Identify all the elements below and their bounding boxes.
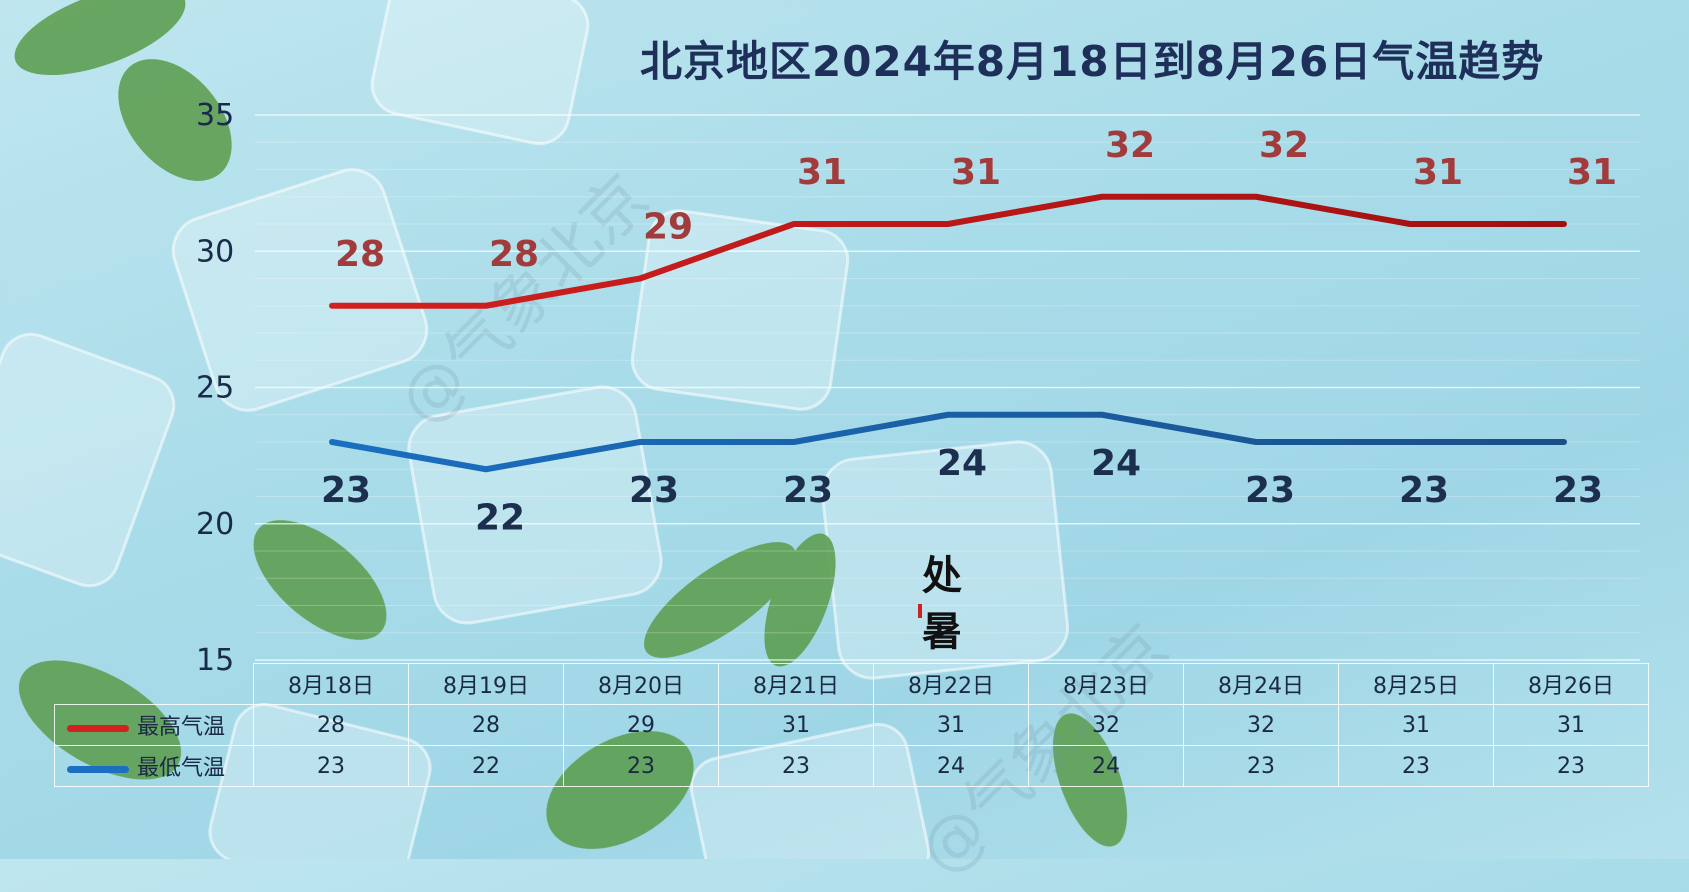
legend-label-low: 最低气温 bbox=[137, 756, 226, 781]
data-label-low: 23 bbox=[1245, 470, 1295, 511]
data-label-high: 28 bbox=[335, 234, 385, 275]
data-label-high: 32 bbox=[1259, 125, 1309, 166]
data-label-high: 31 bbox=[797, 152, 847, 193]
solar-term-char: 暑 bbox=[922, 608, 962, 655]
table-cell: 31 bbox=[1338, 704, 1494, 746]
data-labels: 28 28 29 31 31 32 32 31 31 23 22 23 23 24 24 23 23 23 bbox=[321, 125, 1617, 539]
table-cell: 23 bbox=[563, 745, 719, 787]
table-header-cell: 8月24日 bbox=[1183, 663, 1339, 705]
seal-mark bbox=[918, 604, 922, 618]
data-label-low: 23 bbox=[629, 470, 679, 511]
data-label-high: 31 bbox=[1413, 152, 1463, 193]
table-corner bbox=[54, 663, 254, 705]
data-label-high: 29 bbox=[643, 207, 693, 248]
legend-label-high: 最高气温 bbox=[137, 715, 226, 740]
data-label-low: 23 bbox=[321, 470, 371, 511]
table-cell: 23 bbox=[1338, 745, 1494, 787]
table-header-cell: 8月26日 bbox=[1493, 663, 1649, 705]
table-cell: 24 bbox=[873, 745, 1029, 787]
table-cell: 23 bbox=[253, 745, 409, 787]
y-tick-label: 35 bbox=[196, 98, 234, 133]
table-cell: 23 bbox=[1493, 745, 1649, 787]
data-table: 8月18日 8月19日 8月20日 8月21日 8月22日 8月23日 8月24… bbox=[54, 663, 1649, 787]
table-cell: 31 bbox=[1493, 704, 1649, 746]
data-label-low: 24 bbox=[937, 443, 987, 484]
series-line-low bbox=[329, 411, 1567, 473]
table-cell: 24 bbox=[1028, 745, 1184, 787]
series-lines bbox=[329, 193, 1567, 473]
legend-line-low bbox=[67, 765, 129, 773]
legend-line-high bbox=[67, 724, 129, 732]
data-label-high: 32 bbox=[1105, 125, 1155, 166]
table-header-cell: 8月23日 bbox=[1028, 663, 1184, 705]
data-label-high: 28 bbox=[489, 234, 539, 275]
table-header-cell: 8月21日 bbox=[718, 663, 874, 705]
table-cell: 29 bbox=[563, 704, 719, 746]
table-header-cell: 8月20日 bbox=[563, 663, 719, 705]
y-tick-label: 25 bbox=[196, 371, 234, 406]
table-cell: 28 bbox=[408, 704, 564, 746]
table-header-cell: 8月19日 bbox=[408, 663, 564, 705]
data-label-low: 22 bbox=[475, 497, 525, 538]
table-cell: 23 bbox=[1183, 745, 1339, 787]
data-label-low: 23 bbox=[783, 470, 833, 511]
legend-low: 最低气温 bbox=[54, 745, 254, 787]
y-tick-label: 20 bbox=[196, 507, 234, 542]
solar-term-char: 处 bbox=[922, 552, 962, 599]
table-header-cell: 8月18日 bbox=[253, 663, 409, 705]
table-header-cell: 8月22日 bbox=[873, 663, 1029, 705]
table-header-cell: 8月25日 bbox=[1338, 663, 1494, 705]
data-label-low: 23 bbox=[1399, 470, 1449, 511]
table-cell: 22 bbox=[408, 745, 564, 787]
legend-high: 最高气温 bbox=[54, 704, 254, 746]
chart-title: 北京地区2024年8月18日到8月26日气温趋势 bbox=[640, 37, 1545, 86]
table-row-high: 最高气温 28 28 29 31 31 32 32 31 31 bbox=[54, 704, 1649, 746]
table-cell: 28 bbox=[253, 704, 409, 746]
series-line-high bbox=[329, 193, 1567, 309]
table-cell: 32 bbox=[1028, 704, 1184, 746]
table-cell: 31 bbox=[873, 704, 1029, 746]
y-tick-label: 30 bbox=[196, 234, 234, 269]
gridlines bbox=[255, 114, 1640, 661]
table-header-row: 8月18日 8月19日 8月20日 8月21日 8月22日 8月23日 8月24… bbox=[54, 663, 1649, 705]
table-cell: 23 bbox=[718, 745, 874, 787]
solar-term-chushu: 处 暑 bbox=[912, 548, 972, 660]
data-label-low: 23 bbox=[1553, 470, 1603, 511]
table-cell: 31 bbox=[718, 704, 874, 746]
table-cell: 32 bbox=[1183, 704, 1339, 746]
data-label-high: 31 bbox=[951, 152, 1001, 193]
data-label-high: 31 bbox=[1567, 152, 1617, 193]
data-label-low: 24 bbox=[1091, 443, 1141, 484]
table-row-low: 最低气温 23 22 23 23 24 24 23 23 23 bbox=[54, 745, 1649, 787]
